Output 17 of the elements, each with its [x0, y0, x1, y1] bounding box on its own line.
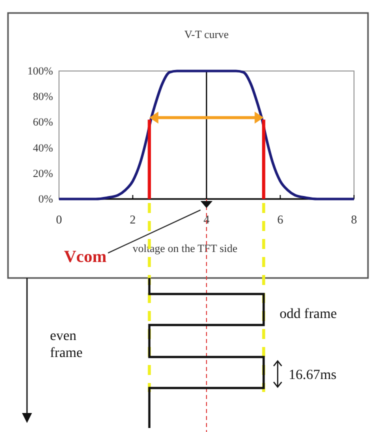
- x-tick-label: 8: [351, 212, 357, 227]
- x-tick-label: 2: [130, 212, 136, 227]
- y-tick-label: 0%: [38, 194, 53, 206]
- y-tick-label: 80%: [32, 91, 53, 104]
- text: even frame: [50, 329, 83, 361]
- chart-title: V-T curve: [184, 29, 229, 41]
- y-tick-label: 60%: [32, 116, 53, 129]
- y-tick-label: 100%: [27, 66, 53, 78]
- text: Vcom: [64, 247, 106, 266]
- x-tick-label: 0: [56, 212, 62, 227]
- text: 16.67ms: [288, 368, 336, 383]
- x-tick-label: 4: [204, 212, 210, 227]
- y-tick-label: 20%: [32, 168, 53, 180]
- line-series: [58, 70, 356, 200]
- text: odd frame: [280, 307, 337, 322]
- x-tick-label: 6: [277, 212, 284, 227]
- y-tick-label: 40%: [32, 142, 53, 154]
